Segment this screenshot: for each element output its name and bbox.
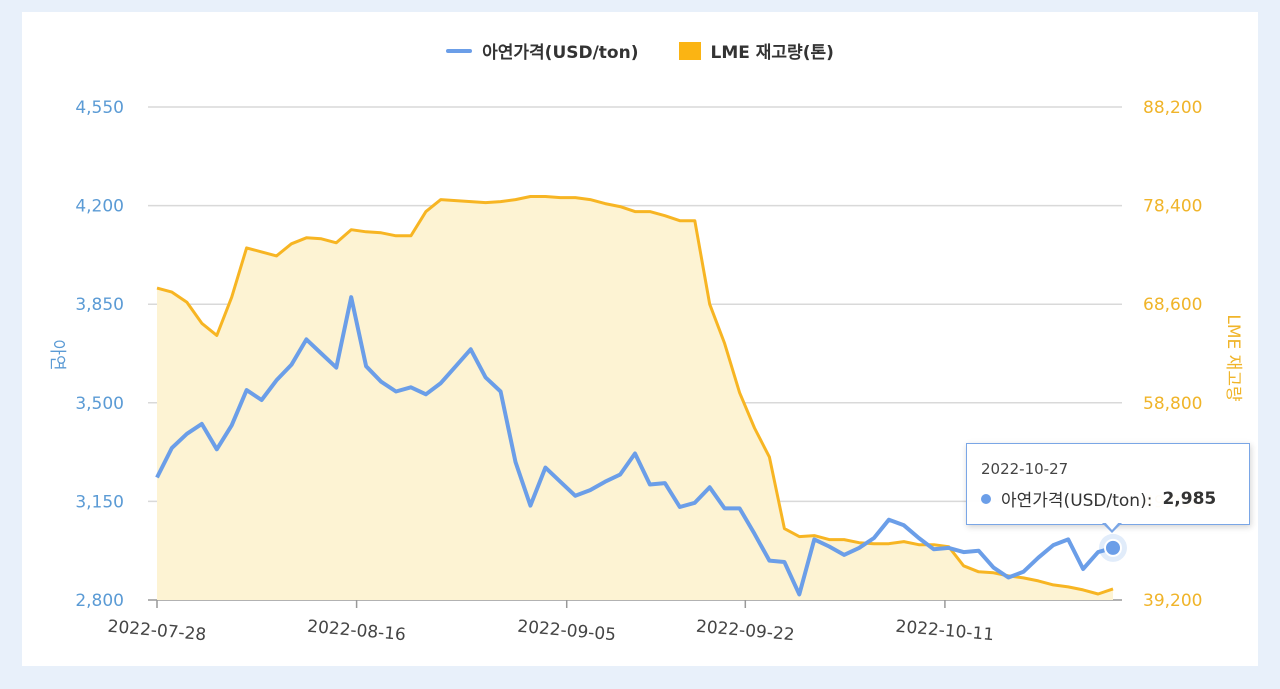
y-left-tick-label: 3,850 [75,295,124,315]
legend-stock-label: LME 재고량(톤) [710,43,834,63]
legend-line-icon [446,48,473,53]
tooltip-value: 2,985 [1162,488,1217,509]
y-left-tick-label: 4,200 [75,197,124,217]
legend-price-label: 아연가격(USD/ton) [482,43,639,63]
x-tick-label: 2022-10-11 [895,617,995,646]
legend-square-icon [678,41,701,60]
y-right-tick-label: 78,400 [1143,197,1202,217]
price-line[interactable] [155,295,1114,597]
y-right-tick-label: 39,200 [1143,591,1202,611]
tooltip-arrow-inner [1104,521,1120,530]
x-tick-label: 2022-09-05 [517,617,617,646]
stock-area [157,196,1113,600]
y-left-tick-label: 3,500 [75,394,124,414]
y-right-tick-label: 58,800 [1143,394,1202,414]
left-axis-title: 아연 [47,339,67,370]
tooltip-date: 2022-10-27 [981,460,1069,478]
hover-marker[interactable] [1104,538,1122,557]
x-axis: 2022-07-28 2022-08-16 2022-09-05 2022-09-22… [107,600,995,645]
left-axis: 4,550 4,200 3,850 3,500 3,150 2,800 [75,98,124,611]
legend-item-stock[interactable]: LME 재고량(톤) [678,38,834,63]
y-left-tick-label: 2,800 [75,591,124,611]
right-axis-title: LME 재고량 [1223,314,1243,402]
y-right-tick-label: 68,600 [1143,295,1202,315]
series-dot-icon [981,493,991,504]
y-right-tick-label: 88,200 [1143,98,1202,118]
x-tick-label: 2022-07-28 [107,617,207,646]
tooltip-series-name: 아연가격(USD/ton): [1001,491,1153,511]
tooltip: 2022-10-27 아연가격(USD/ton): 2,985 [966,443,1250,525]
legend: 아연가격(USD/ton) LME 재고량(톤) [0,38,1280,63]
x-tick-label: 2022-09-22 [695,617,795,646]
y-left-tick-label: 3,150 [75,492,124,512]
y-left-tick-label: 4,550 [75,98,124,118]
x-tick-label: 2022-08-16 [306,617,406,646]
legend-item-price[interactable]: 아연가격(USD/ton) [446,38,639,63]
stock-line[interactable] [156,195,1114,596]
tooltip-row: 아연가격(USD/ton): 2,985 [981,486,1216,511]
